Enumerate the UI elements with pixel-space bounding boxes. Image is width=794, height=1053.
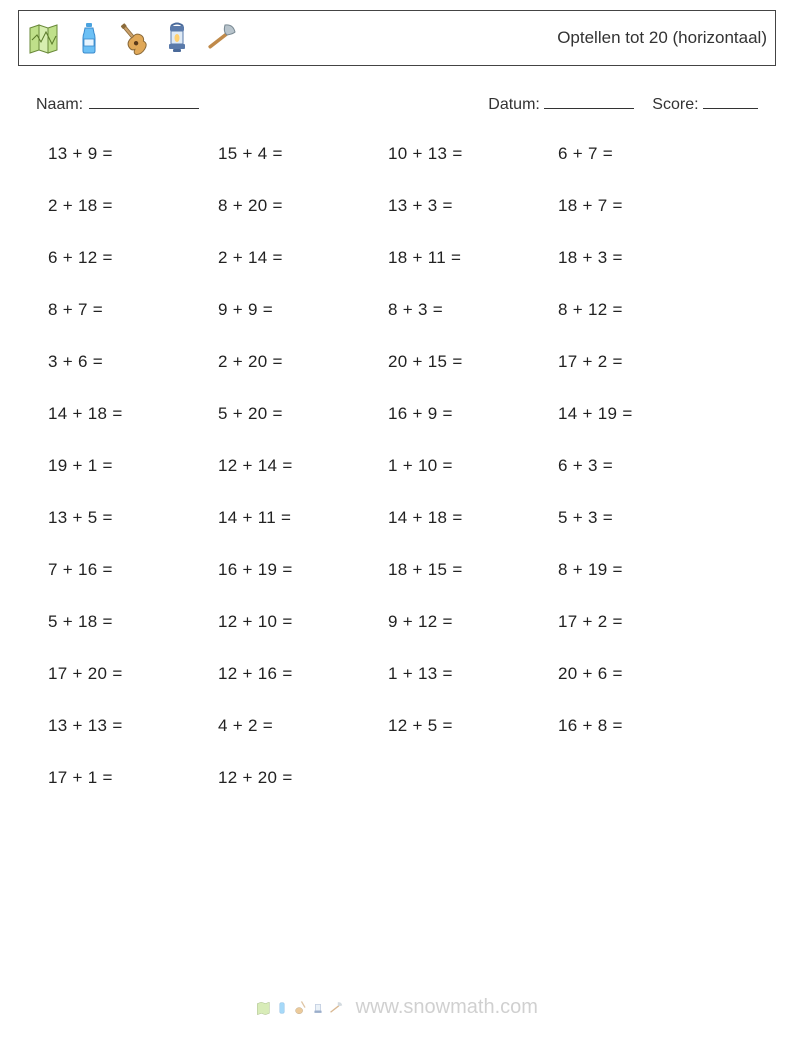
problem-cell: 1 + 13 = — [388, 664, 558, 684]
problem-cell: 8 + 19 = — [558, 560, 728, 580]
problem-cell: 2 + 20 = — [218, 352, 388, 372]
map-icon — [27, 20, 63, 56]
problem-cell: 13 + 9 = — [48, 144, 218, 164]
watermark-text: www.snowmath.com — [356, 996, 538, 1018]
header-icons — [27, 20, 239, 56]
problem-cell: 12 + 20 = — [218, 768, 388, 788]
problem-cell: 16 + 8 = — [558, 716, 728, 736]
score-blank[interactable] — [703, 92, 758, 109]
problem-cell: 9 + 12 = — [388, 612, 558, 632]
problem-cell: 9 + 9 = — [218, 300, 388, 320]
problem-cell: 16 + 19 = — [218, 560, 388, 580]
problem-cell: 20 + 15 = — [388, 352, 558, 372]
axe-icon — [203, 20, 239, 56]
problem-cell: 2 + 14 = — [218, 248, 388, 268]
bottle-icon — [71, 20, 107, 56]
problem-cell: 1 + 10 = — [388, 456, 558, 476]
problem-cell: 14 + 18 = — [388, 508, 558, 528]
problem-cell: 17 + 1 = — [48, 768, 218, 788]
problem-cell: 5 + 3 = — [558, 508, 728, 528]
problem-cell — [388, 768, 558, 788]
problem-cell: 17 + 2 = — [558, 352, 728, 372]
problem-cell: 14 + 11 = — [218, 508, 388, 528]
problems-grid: 13 + 9 =15 + 4 =10 + 13 =6 + 7 = 2 + 18 =… — [48, 144, 776, 788]
problem-cell: 8 + 3 = — [388, 300, 558, 320]
problem-cell: 2 + 18 = — [48, 196, 218, 216]
problem-cell: 8 + 20 = — [218, 196, 388, 216]
problem-cell: 6 + 7 = — [558, 144, 728, 164]
problem-cell: 18 + 7 = — [558, 196, 728, 216]
problem-cell: 6 + 3 = — [558, 456, 728, 476]
problem-cell: 8 + 7 = — [48, 300, 218, 320]
problem-cell: 8 + 12 = — [558, 300, 728, 320]
problem-cell: 12 + 5 = — [388, 716, 558, 736]
problem-cell: 7 + 16 = — [48, 560, 218, 580]
name-label: Naam: — [36, 96, 83, 114]
problem-cell: 15 + 4 = — [218, 144, 388, 164]
problem-cell: 17 + 2 = — [558, 612, 728, 632]
problem-cell: 13 + 13 = — [48, 716, 218, 736]
problem-cell: 5 + 18 = — [48, 612, 218, 632]
problem-cell: 14 + 18 = — [48, 404, 218, 424]
problem-cell: 4 + 2 = — [218, 716, 388, 736]
problem-cell: 19 + 1 = — [48, 456, 218, 476]
name-blank[interactable] — [89, 92, 199, 109]
problem-cell: 6 + 12 = — [48, 248, 218, 268]
lantern-icon — [159, 20, 195, 56]
watermark: www.snowmath.com — [0, 996, 794, 1019]
problem-cell — [558, 768, 728, 788]
problem-cell: 12 + 14 = — [218, 456, 388, 476]
problem-cell: 17 + 20 = — [48, 664, 218, 684]
info-row: Naam: Datum: Score: — [36, 92, 758, 114]
problem-cell: 12 + 16 = — [218, 664, 388, 684]
date-blank[interactable] — [544, 92, 634, 109]
problem-cell: 18 + 11 = — [388, 248, 558, 268]
date-label: Datum: — [488, 96, 540, 113]
problem-cell: 3 + 6 = — [48, 352, 218, 372]
problem-cell: 16 + 9 = — [388, 404, 558, 424]
worksheet-title: Optellen tot 20 (horizontaal) — [557, 28, 767, 48]
problem-cell: 14 + 19 = — [558, 404, 728, 424]
guitar-icon — [115, 20, 151, 56]
problem-cell: 18 + 3 = — [558, 248, 728, 268]
problem-cell: 12 + 10 = — [218, 612, 388, 632]
header-box: Optellen tot 20 (horizontaal) — [18, 10, 776, 66]
problem-cell: 13 + 3 = — [388, 196, 558, 216]
score-label: Score: — [652, 96, 698, 113]
problem-cell: 20 + 6 = — [558, 664, 728, 684]
problem-cell: 13 + 5 = — [48, 508, 218, 528]
problem-cell: 18 + 15 = — [388, 560, 558, 580]
problem-cell: 10 + 13 = — [388, 144, 558, 164]
problem-cell: 5 + 20 = — [218, 404, 388, 424]
